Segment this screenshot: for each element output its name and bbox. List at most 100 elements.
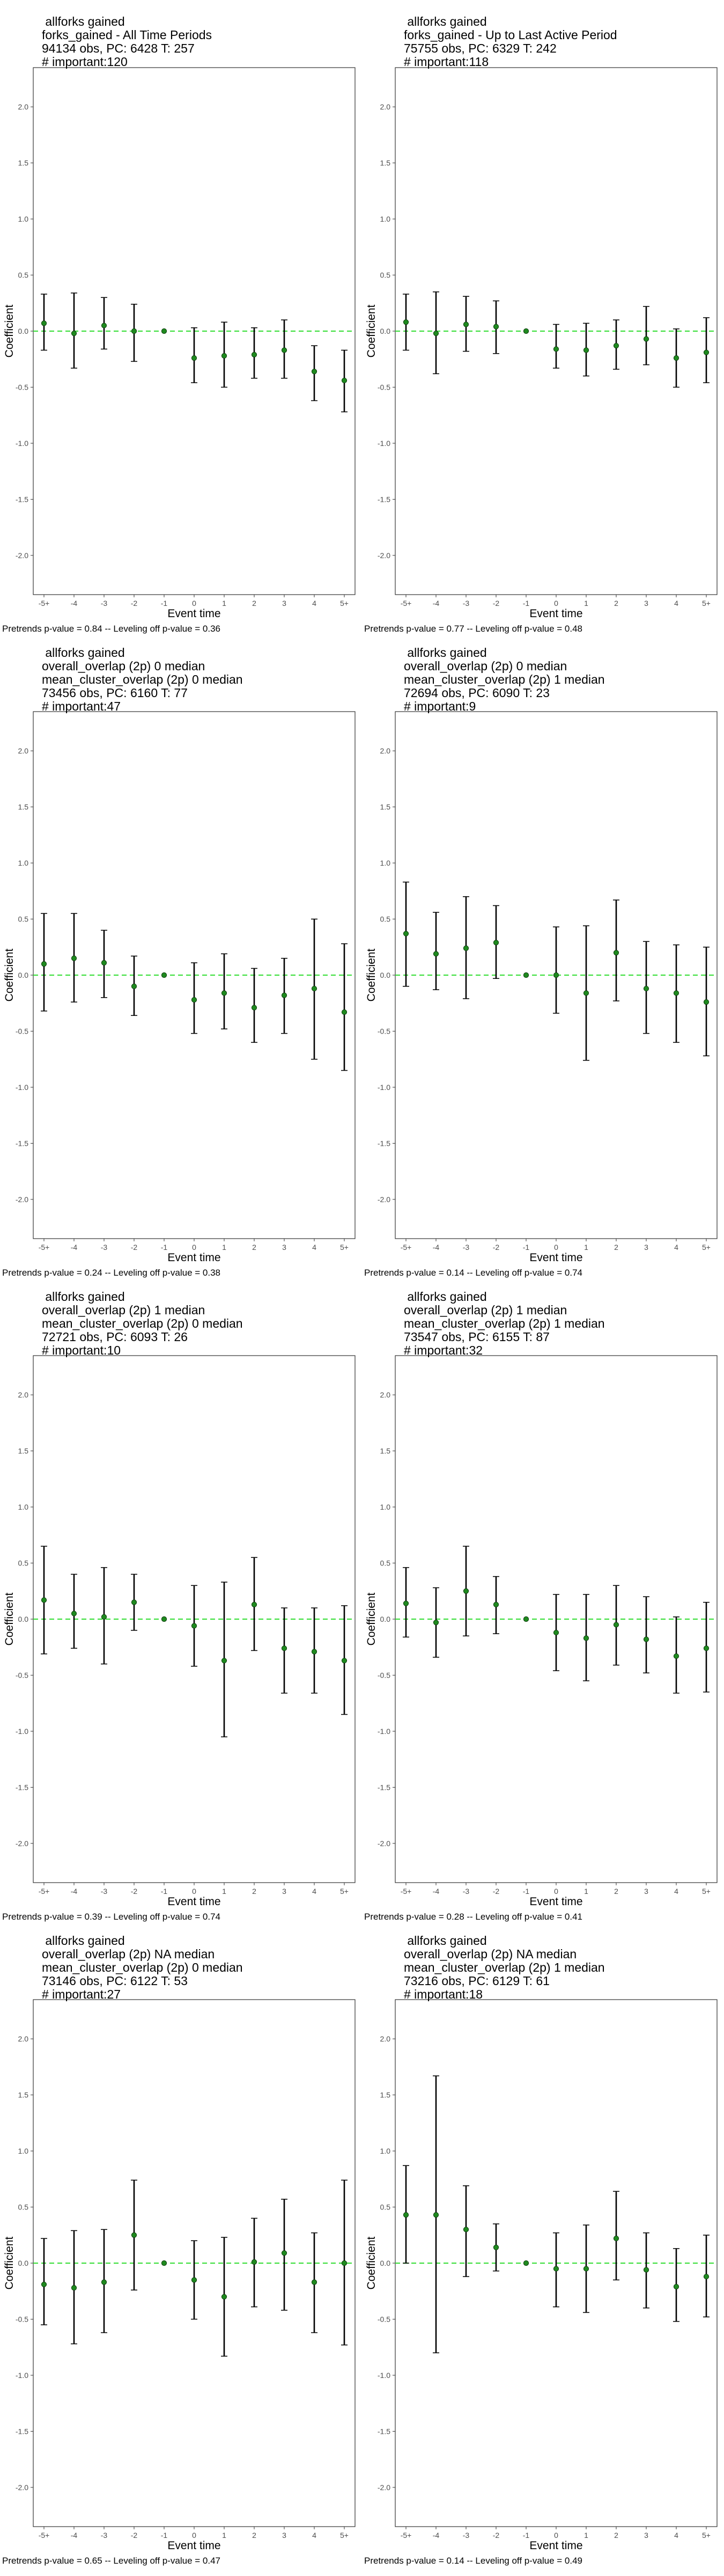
y-tick-label: 0.0 bbox=[380, 1615, 391, 1623]
coefficient-point bbox=[523, 328, 529, 334]
x-tick-label: 1 bbox=[584, 1243, 588, 1252]
x-tick-label: 2 bbox=[614, 599, 618, 608]
x-tick-label: -3 bbox=[101, 599, 108, 608]
x-tick-label: 0 bbox=[554, 2531, 558, 2540]
x-tick-label: 5+ bbox=[340, 2531, 349, 2540]
coefficient-point bbox=[583, 347, 589, 353]
x-tick-label: -5+ bbox=[39, 599, 50, 608]
x-tick-label: -2 bbox=[493, 599, 500, 608]
coefficient-point bbox=[703, 999, 710, 1005]
y-tick-label: 2.0 bbox=[380, 103, 391, 111]
coefficient-point bbox=[221, 990, 227, 996]
y-tick-label: 0.0 bbox=[380, 327, 391, 335]
coefficient-point bbox=[101, 1614, 107, 1620]
y-tick-label: -2.0 bbox=[16, 1839, 28, 1848]
y-tick-label: -0.5 bbox=[16, 383, 28, 391]
x-tick-label: -1 bbox=[523, 1887, 530, 1896]
x-tick-label: 3 bbox=[282, 1243, 286, 1252]
event-study-plot: -2.0 -1.5 -1.0 -0.5 0.0 0.5 1.0 1.5 2.0 -5+ -4 -3 -2… bbox=[365, 1355, 718, 1908]
coefficient-point bbox=[311, 1649, 317, 1655]
coefficient-point bbox=[643, 985, 649, 992]
y-tick-label: 0.0 bbox=[18, 1615, 29, 1623]
x-axis-label: Event time bbox=[529, 1896, 582, 1908]
x-tick-label: -5+ bbox=[401, 1887, 412, 1896]
y-tick-label: 1.0 bbox=[18, 859, 29, 867]
x-tick-label: 0 bbox=[554, 1887, 558, 1896]
y-tick-label: 2.0 bbox=[18, 103, 29, 111]
coefficient-point bbox=[673, 2284, 679, 2289]
coefficient-point bbox=[131, 983, 137, 989]
chart-title: allforks gained overall_overlap (2p) NA m… bbox=[404, 1934, 605, 2001]
pvalue-note: Pretrends p-value = 0.14 -- Leveling off… bbox=[364, 1268, 582, 1278]
y-tick-label: 0.5 bbox=[380, 915, 391, 924]
x-tick-label: -4 bbox=[433, 599, 440, 608]
x-axis-label: Event time bbox=[167, 1896, 220, 1908]
y-tick-label: 0.5 bbox=[18, 1559, 29, 1568]
x-tick-label: 2 bbox=[252, 1887, 256, 1896]
coefficient-point bbox=[553, 346, 559, 352]
y-tick-label: 0.0 bbox=[380, 2259, 391, 2267]
x-tick-label: -3 bbox=[463, 2531, 470, 2540]
coefficient-point bbox=[583, 1635, 589, 1641]
chart-panel: -2.0 -1.5 -1.0 -0.5 0.0 0.5 1.0 1.5 2.0 -5+ -4 -3 -2… bbox=[0, 644, 362, 1288]
x-tick-label: -2 bbox=[131, 1243, 138, 1252]
y-tick-label: 0.0 bbox=[18, 971, 29, 979]
y-tick-label: -1.5 bbox=[378, 2427, 390, 2435]
coefficient-point bbox=[71, 1611, 77, 1616]
coefficient-point bbox=[553, 2266, 559, 2272]
y-tick-label: -2.0 bbox=[16, 1195, 28, 1204]
y-tick-label: -0.5 bbox=[16, 1671, 28, 1679]
chart-title-line: allforks gained bbox=[404, 1934, 487, 1948]
y-tick-label: -1.5 bbox=[16, 1783, 28, 1791]
coefficient-point bbox=[673, 990, 679, 996]
y-tick-label: 1.5 bbox=[18, 159, 29, 167]
y-tick-label: -1.5 bbox=[16, 1139, 28, 1147]
chart-title-line: # important:18 bbox=[404, 1987, 483, 2001]
x-tick-label: -3 bbox=[101, 1887, 108, 1896]
x-axis-label: Event time bbox=[167, 2540, 220, 2552]
chart-title: allforks gained overall_overlap (2p) 0 me… bbox=[404, 646, 605, 713]
x-tick-label: -5+ bbox=[401, 2531, 412, 2540]
chart-panel: -2.0 -1.5 -1.0 -0.5 0.0 0.5 1.0 1.5 2.0 -5+ -4 -3 -2… bbox=[362, 0, 724, 644]
x-tick-label: -1 bbox=[523, 1243, 530, 1252]
coefficient-point bbox=[523, 972, 529, 978]
x-tick-label: 2 bbox=[614, 1887, 618, 1896]
event-study-plot: -2.0 -1.5 -1.0 -0.5 0.0 0.5 1.0 1.5 2.0 -5+ -4 -3 -2… bbox=[3, 1355, 356, 1908]
x-tick-label: 0 bbox=[192, 2531, 196, 2540]
coefficient-point bbox=[131, 328, 137, 334]
coefficient-point bbox=[583, 2266, 589, 2272]
y-tick-label: 1.5 bbox=[18, 1447, 29, 1455]
y-tick-label: 1.0 bbox=[380, 859, 391, 867]
y-tick-label: 1.5 bbox=[380, 159, 391, 167]
coefficient-point bbox=[71, 955, 77, 961]
pvalue-note: Pretrends p-value = 0.14 -- Leveling off… bbox=[364, 2556, 582, 2566]
coefficient-point bbox=[703, 349, 710, 355]
chart-title-line: # important:10 bbox=[42, 1343, 121, 1357]
x-tick-label: 0 bbox=[192, 599, 196, 608]
y-tick-label: 1.5 bbox=[380, 803, 391, 811]
y-tick-label: -1.5 bbox=[16, 495, 28, 503]
x-tick-label: 2 bbox=[252, 2531, 256, 2540]
coefficient-point bbox=[523, 2260, 529, 2266]
y-tick-label: 1.0 bbox=[380, 2147, 391, 2155]
x-tick-label: 1 bbox=[222, 599, 226, 608]
y-tick-label: -2.0 bbox=[378, 551, 390, 560]
chart-title-line: # important:27 bbox=[42, 1987, 121, 2001]
coefficient-point bbox=[101, 2279, 107, 2285]
x-tick-label: 2 bbox=[614, 2531, 618, 2540]
y-tick-label: 0.5 bbox=[380, 2203, 391, 2212]
x-tick-label: 3 bbox=[282, 599, 286, 608]
y-tick-label: 1.5 bbox=[18, 2091, 29, 2099]
y-tick-label: -1.0 bbox=[378, 439, 390, 448]
x-tick-label: -4 bbox=[433, 2531, 440, 2540]
y-axis-label: Coefficient bbox=[3, 304, 16, 357]
coefficient-point bbox=[341, 2260, 348, 2266]
coefficient-point bbox=[281, 1645, 287, 1651]
y-tick-label: -1.0 bbox=[378, 2371, 390, 2380]
coefficient-point bbox=[191, 355, 197, 361]
y-tick-label: 0.5 bbox=[380, 1559, 391, 1568]
y-axis-label: Coefficient bbox=[365, 2236, 378, 2289]
x-tick-label: 5+ bbox=[702, 1243, 711, 1252]
y-tick-label: -2.0 bbox=[16, 551, 28, 560]
x-axis-label: Event time bbox=[167, 1252, 220, 1264]
